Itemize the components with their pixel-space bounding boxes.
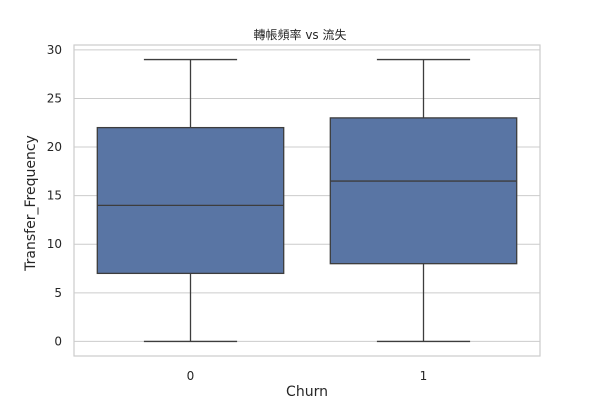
plot-frame xyxy=(73,44,541,357)
y-tick-label-25: 25 xyxy=(47,91,62,105)
x-tick-label-1: 1 xyxy=(420,369,428,383)
box-0 xyxy=(96,58,285,343)
y-axis-ticks: 0 5 10 15 20 25 30 xyxy=(47,43,62,349)
y-tick-label-30: 30 xyxy=(47,43,62,57)
y-tick-label-20: 20 xyxy=(47,140,62,154)
box-1 xyxy=(329,58,518,343)
box-iqr-1 xyxy=(329,117,518,265)
box-iqr-0 xyxy=(96,126,285,275)
box-series xyxy=(96,58,518,343)
y-tick-label-15: 15 xyxy=(47,189,62,203)
y-tick-label-10: 10 xyxy=(47,237,62,251)
x-tick-label-0: 0 xyxy=(187,369,195,383)
x-axis-label: Churn xyxy=(286,384,328,400)
y-tick-label-5: 5 xyxy=(54,286,62,300)
y-axis-label: Transfer_Frequency xyxy=(23,135,39,271)
chart-title: 轉帳頻率 vs 流失 xyxy=(253,28,347,42)
y-tick-label-0: 0 xyxy=(54,334,62,348)
